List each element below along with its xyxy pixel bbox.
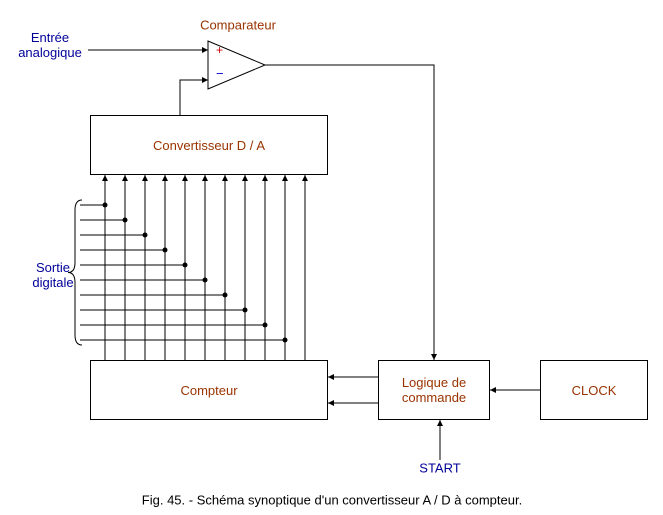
- logique-block-label: Logique de commande: [402, 375, 466, 405]
- start-label: START: [419, 461, 460, 476]
- dac-block: Convertisseur D / A: [90, 115, 328, 175]
- clock-block-label: CLOCK: [572, 383, 617, 398]
- entree-label: Entrée analogique: [18, 30, 82, 60]
- clock-block: CLOCK: [540, 360, 648, 420]
- svg-text:−: −: [216, 66, 224, 81]
- sortie-label: Sortie digitale: [32, 260, 73, 290]
- comparateur-label: Comparateur: [200, 18, 276, 33]
- figure-caption: Fig. 45. - Schéma synoptique d'un conver…: [142, 493, 522, 508]
- dac-block-label: Convertisseur D / A: [153, 138, 265, 153]
- compteur-block: Compteur: [90, 360, 328, 420]
- logique-block: Logique de commande: [378, 360, 490, 420]
- svg-text:+: +: [216, 43, 223, 57]
- compteur-block-label: Compteur: [180, 383, 237, 398]
